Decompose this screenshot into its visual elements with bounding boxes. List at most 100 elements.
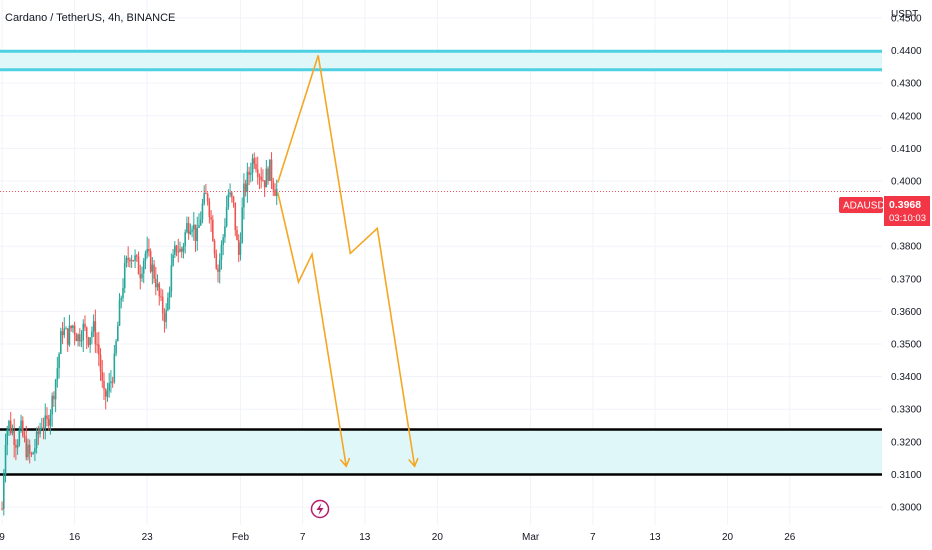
y-tick-label: 0.4400 [891,46,922,57]
candle-body [125,257,128,264]
candle-body [160,296,162,298]
candle-body [205,193,207,195]
chart-title: Cardano / TetherUS, 4h, BINANCE [5,12,175,24]
candle-body [246,171,249,192]
candle-body [248,171,250,175]
candle-body [229,192,231,195]
candle-body [237,240,240,255]
candle-body [65,328,67,330]
candle-body [212,219,214,241]
candle-body [236,230,238,241]
candle-body [51,395,53,415]
y-tick-label: 0.3800 [891,242,922,253]
candle-body [35,431,38,448]
last-price-tag-bg [884,196,930,226]
candle-body [127,257,129,260]
candle-body [4,445,7,475]
candle-body [98,344,100,355]
candle-body [106,391,109,397]
candle-body [224,226,226,238]
candle-body [220,245,223,261]
candle-body [60,331,62,354]
price-axis-panel[interactable] [882,0,932,525]
candle-body [101,371,104,381]
y-tick-label: 0.3000 [891,503,922,514]
candle-body [91,331,93,338]
y-tick-label: 0.3300 [891,405,922,416]
candle-body [208,201,211,218]
y-tick-label: 0.3600 [891,307,922,318]
x-tick-label: 7 [300,532,306,543]
candle-body [118,299,121,326]
y-tick-label: 0.4500 [891,13,922,24]
candle-body [189,231,192,234]
x-tick-label: 26 [784,532,796,543]
y-tick-label: 0.3100 [891,470,922,481]
candle-body [44,415,47,429]
candle-body [111,381,114,383]
x-tick-label: Feb [232,532,250,543]
y-tick-label: 0.4200 [891,111,922,122]
candle-body [146,249,148,254]
candle-body [256,169,259,177]
candle-body [234,202,237,231]
candle-body [203,193,205,204]
candle-body [68,325,71,345]
candle-body [155,278,157,288]
candle-body [82,323,85,340]
candle-body [198,225,200,228]
candle-body [206,193,209,202]
candle-body [272,181,275,190]
x-tick-label: 16 [69,532,81,543]
candle-body [187,223,190,234]
x-tick-label: 13 [359,532,371,543]
candle-body [243,183,245,208]
candle-body [75,334,78,342]
candle-body [170,265,173,292]
candle-body [30,453,33,455]
candle-body [153,264,155,279]
projection-arrow-2[interactable] [277,192,347,467]
candle-body [42,427,45,429]
candle-body [41,427,43,429]
candle-body [213,240,216,254]
projection-arrows[interactable] [277,55,419,468]
candle-body [142,260,145,274]
y-tick-label: 0.3200 [891,437,922,448]
x-tick-label: 20 [722,532,734,543]
candle-body [72,325,74,329]
candle-body [134,255,136,261]
y-tick-label: 0.4000 [891,176,922,187]
projection-arrowhead-2 [339,457,351,468]
candle-body [53,395,55,400]
candle-body [47,419,50,426]
price-tag[interactable]: ADAUSDT 0.3968 03:10:03 [839,196,930,226]
x-tick-label: 20 [432,532,444,543]
candle-body [13,430,15,445]
candle-body [132,260,135,262]
candle-body [168,291,171,298]
y-tick-label: 0.3700 [891,274,922,285]
x-tick-label: 13 [649,532,661,543]
candle-body [23,435,26,438]
y-tick-label: 0.3400 [891,372,922,383]
candle-body [28,444,31,454]
candle-body [151,264,154,272]
x-tick-label: 23 [142,532,154,543]
symbol-tag-label: ADAUSDT [843,201,891,212]
candle-body [3,474,5,509]
candle-body [182,246,185,252]
candle-body [180,248,183,252]
resistance-zone [0,51,882,70]
lightning-icon[interactable] [310,499,330,519]
countdown-timer: 03:10:03 [889,213,926,224]
candle-body [222,237,224,246]
candle-body [96,344,98,346]
currency-label: USDT [891,9,918,20]
candle-body [70,325,72,329]
candle-body [158,283,161,297]
candle-body [199,219,202,226]
projection-arrow-1[interactable] [277,55,416,467]
candle-body [217,268,219,272]
